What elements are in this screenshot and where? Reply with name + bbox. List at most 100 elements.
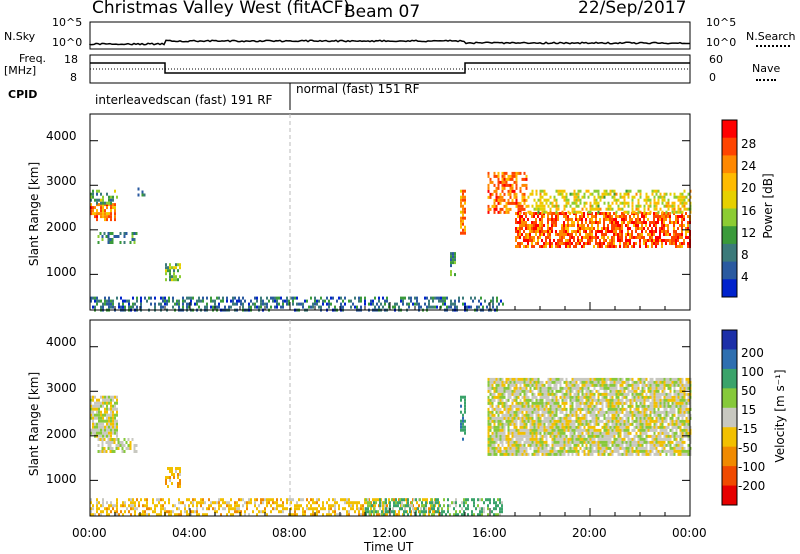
velocity-region-1 xyxy=(97,438,138,453)
velocity-y-tick-2000: 2000 xyxy=(46,427,77,441)
nsearch-dotted-key xyxy=(756,45,790,47)
power-y-tick-2000: 2000 xyxy=(46,220,77,234)
power-cb-tick-1: 24 xyxy=(741,159,757,173)
freq-tick-top: 18 xyxy=(64,53,78,66)
colorbar-swatch xyxy=(722,427,737,448)
cpid-label: CPID xyxy=(8,88,38,101)
velocity-region-0 xyxy=(90,395,118,438)
x-tick-0: 00:00 xyxy=(72,526,107,540)
power-region-2 xyxy=(97,232,138,244)
x-tick-3: 12:00 xyxy=(372,526,407,540)
panel-frames xyxy=(89,21,691,517)
noise-tick-left-top: 10^5 xyxy=(52,16,83,29)
velocity-region-3 xyxy=(460,395,466,441)
power-y-tick-3000: 3000 xyxy=(46,174,77,188)
power-region-6 xyxy=(460,189,466,235)
velocity-cb-tick-7: -200 xyxy=(738,479,766,493)
power-colorbar xyxy=(721,119,738,298)
colorbar-swatch xyxy=(722,226,737,245)
velocity-cb-tick-4: -15 xyxy=(738,422,758,436)
velocity-cb-tick-6: -100 xyxy=(738,460,766,474)
colorbar-swatch xyxy=(722,446,737,467)
x-tick-2: 08:00 xyxy=(272,526,307,540)
noise-tick-right-top: 10^5 xyxy=(706,16,737,29)
colorbar-swatch xyxy=(722,155,737,174)
velocity-y-tick-1000: 1000 xyxy=(46,472,77,486)
colorbar-swatch xyxy=(722,208,737,227)
velocity-y-axis-title: Slant Range [km] xyxy=(27,371,41,477)
velocity-region-4 xyxy=(487,377,692,456)
velocity-colorbar xyxy=(721,329,738,506)
power-region-4 xyxy=(165,263,181,282)
power-cb-tick-4: 12 xyxy=(741,226,757,240)
power-cb-tick-0: 28 xyxy=(741,137,757,151)
freq-tick-bottom: 8 xyxy=(70,71,77,84)
power-cb-tick-6: 4 xyxy=(741,270,749,284)
power-cb-title: Power [dB] xyxy=(761,173,775,239)
nsky-label: N.Sky xyxy=(4,30,36,43)
velocity-cb-tick-1: 100 xyxy=(741,365,764,379)
velocity-y-tick-4000: 4000 xyxy=(46,335,77,349)
station-title: Christmas Valley West (fitACF) xyxy=(92,0,351,18)
power-region-5 xyxy=(450,252,456,277)
power-region-10 xyxy=(90,296,504,312)
colorbar-swatch xyxy=(722,279,737,298)
colorbar-swatch xyxy=(722,368,737,389)
power-cb-tick-5: 8 xyxy=(741,248,749,262)
colorbar-swatch xyxy=(722,388,737,409)
velocity-cb-tick-3: 15 xyxy=(741,403,757,417)
nave-tick-top: 60 xyxy=(709,53,723,66)
cpid-segment-2: normal (fast) 151 RF xyxy=(296,82,420,96)
velocity-cb-tick-2: 50 xyxy=(741,384,757,398)
freq-unit-label: [MHz] xyxy=(4,64,37,77)
velocity-region-6 xyxy=(365,498,503,517)
colorbar-swatch xyxy=(722,120,737,139)
velocity-cb-tick-5: -50 xyxy=(738,441,758,455)
x-tick-1: 04:00 xyxy=(172,526,207,540)
power-heatmap xyxy=(90,171,692,312)
noise-panel-frame xyxy=(89,21,691,50)
nave-label: Nave xyxy=(752,62,781,75)
power-y-axis-title: Slant Range [km] xyxy=(27,161,41,267)
frequency-line xyxy=(90,62,690,74)
colorbar-swatch xyxy=(722,466,737,487)
velocity-cb-tick-0: 200 xyxy=(741,346,764,360)
colorbar-swatch xyxy=(722,173,737,192)
x-tick-6: 00:00 xyxy=(672,526,707,540)
date-title: 22/Sep/2017 xyxy=(578,0,687,18)
colorbar-swatch xyxy=(722,485,737,506)
colorbar-swatch xyxy=(722,190,737,209)
power-cb-tick-2: 20 xyxy=(741,181,757,195)
power-region-3 xyxy=(137,187,146,197)
nave-tick-bottom: 0 xyxy=(709,71,716,84)
nsearch-label: N.Search xyxy=(746,30,796,43)
colorbar-swatch xyxy=(722,137,737,156)
power-region-1 xyxy=(90,189,118,205)
power-y-tick-1000: 1000 xyxy=(46,265,77,279)
colorbar-swatch xyxy=(722,261,737,280)
colorbar-frame xyxy=(721,329,738,506)
velocity-y-tick-3000: 3000 xyxy=(46,381,77,395)
x-tick-5: 20:00 xyxy=(572,526,607,540)
x-axis-title: Time UT xyxy=(364,540,414,554)
velocity-region-2 xyxy=(165,467,181,488)
nave-dotted-key xyxy=(756,79,776,81)
colorbar-swatch xyxy=(722,330,737,350)
noise-sky-line xyxy=(89,39,690,46)
beam-title: Beam 07 xyxy=(344,2,421,22)
power-region-8 xyxy=(515,212,691,248)
freq-label: Freq. xyxy=(19,52,47,65)
colorbar-frame xyxy=(721,119,738,298)
colorbar-swatch xyxy=(722,407,737,428)
power-cb-tick-3: 16 xyxy=(741,204,757,218)
power-region-0 xyxy=(90,203,116,222)
colorbar-swatch xyxy=(722,349,737,370)
colorbar-swatch xyxy=(722,243,737,263)
cpid-segment-1: interleavedscan (fast) 191 RF xyxy=(95,93,273,107)
noise-tick-left-bottom: 10^0 xyxy=(52,36,83,49)
noise-tick-right-bottom: 10^0 xyxy=(706,36,737,49)
power-y-tick-4000: 4000 xyxy=(46,129,77,143)
power-region-7 xyxy=(487,171,528,214)
x-tick-4: 16:00 xyxy=(472,526,507,540)
power-region-9 xyxy=(527,189,692,214)
